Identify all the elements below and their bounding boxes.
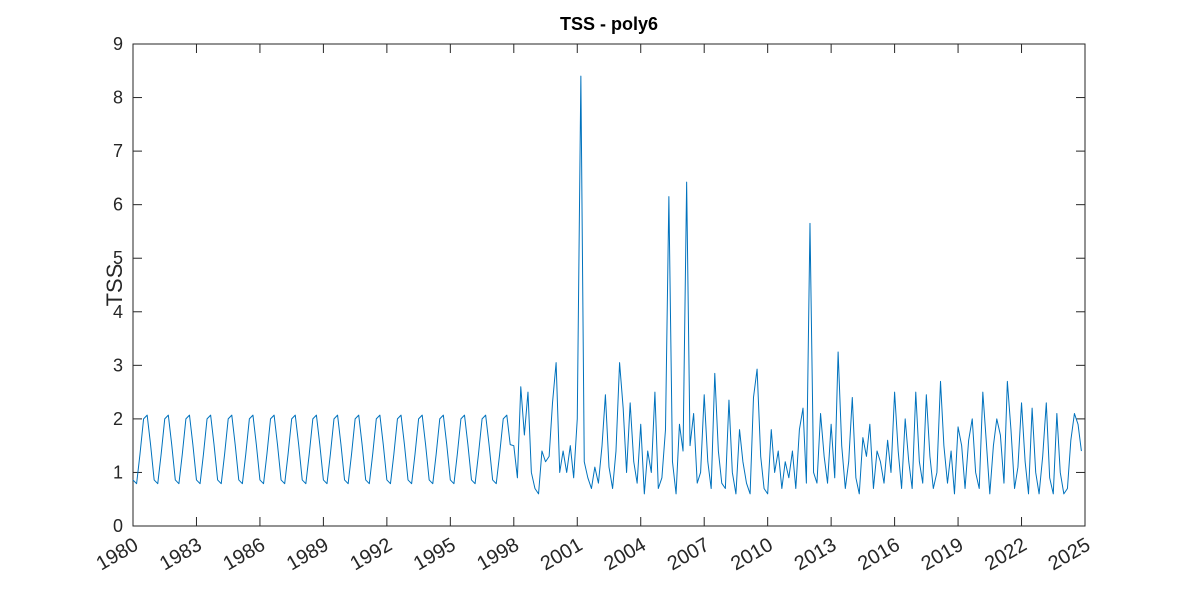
y-tick-label: 4 (113, 302, 123, 322)
y-tick-label: 2 (113, 409, 123, 429)
y-tick-label: 7 (113, 141, 123, 161)
axes-box (132, 43, 1086, 527)
y-tick-label: 0 (113, 516, 123, 536)
y-axis-label: TSS (102, 264, 127, 307)
data-line (132, 75, 1082, 495)
y-tick-label: 3 (113, 355, 123, 375)
y-tick-label: 1 (113, 462, 123, 482)
y-tick-label: 8 (113, 88, 123, 108)
chart-title: TSS - poly6 (560, 14, 658, 34)
y-tick-label: 9 (113, 34, 123, 54)
y-tick-label: 5 (113, 248, 123, 268)
y-tick-label: 6 (113, 195, 123, 215)
